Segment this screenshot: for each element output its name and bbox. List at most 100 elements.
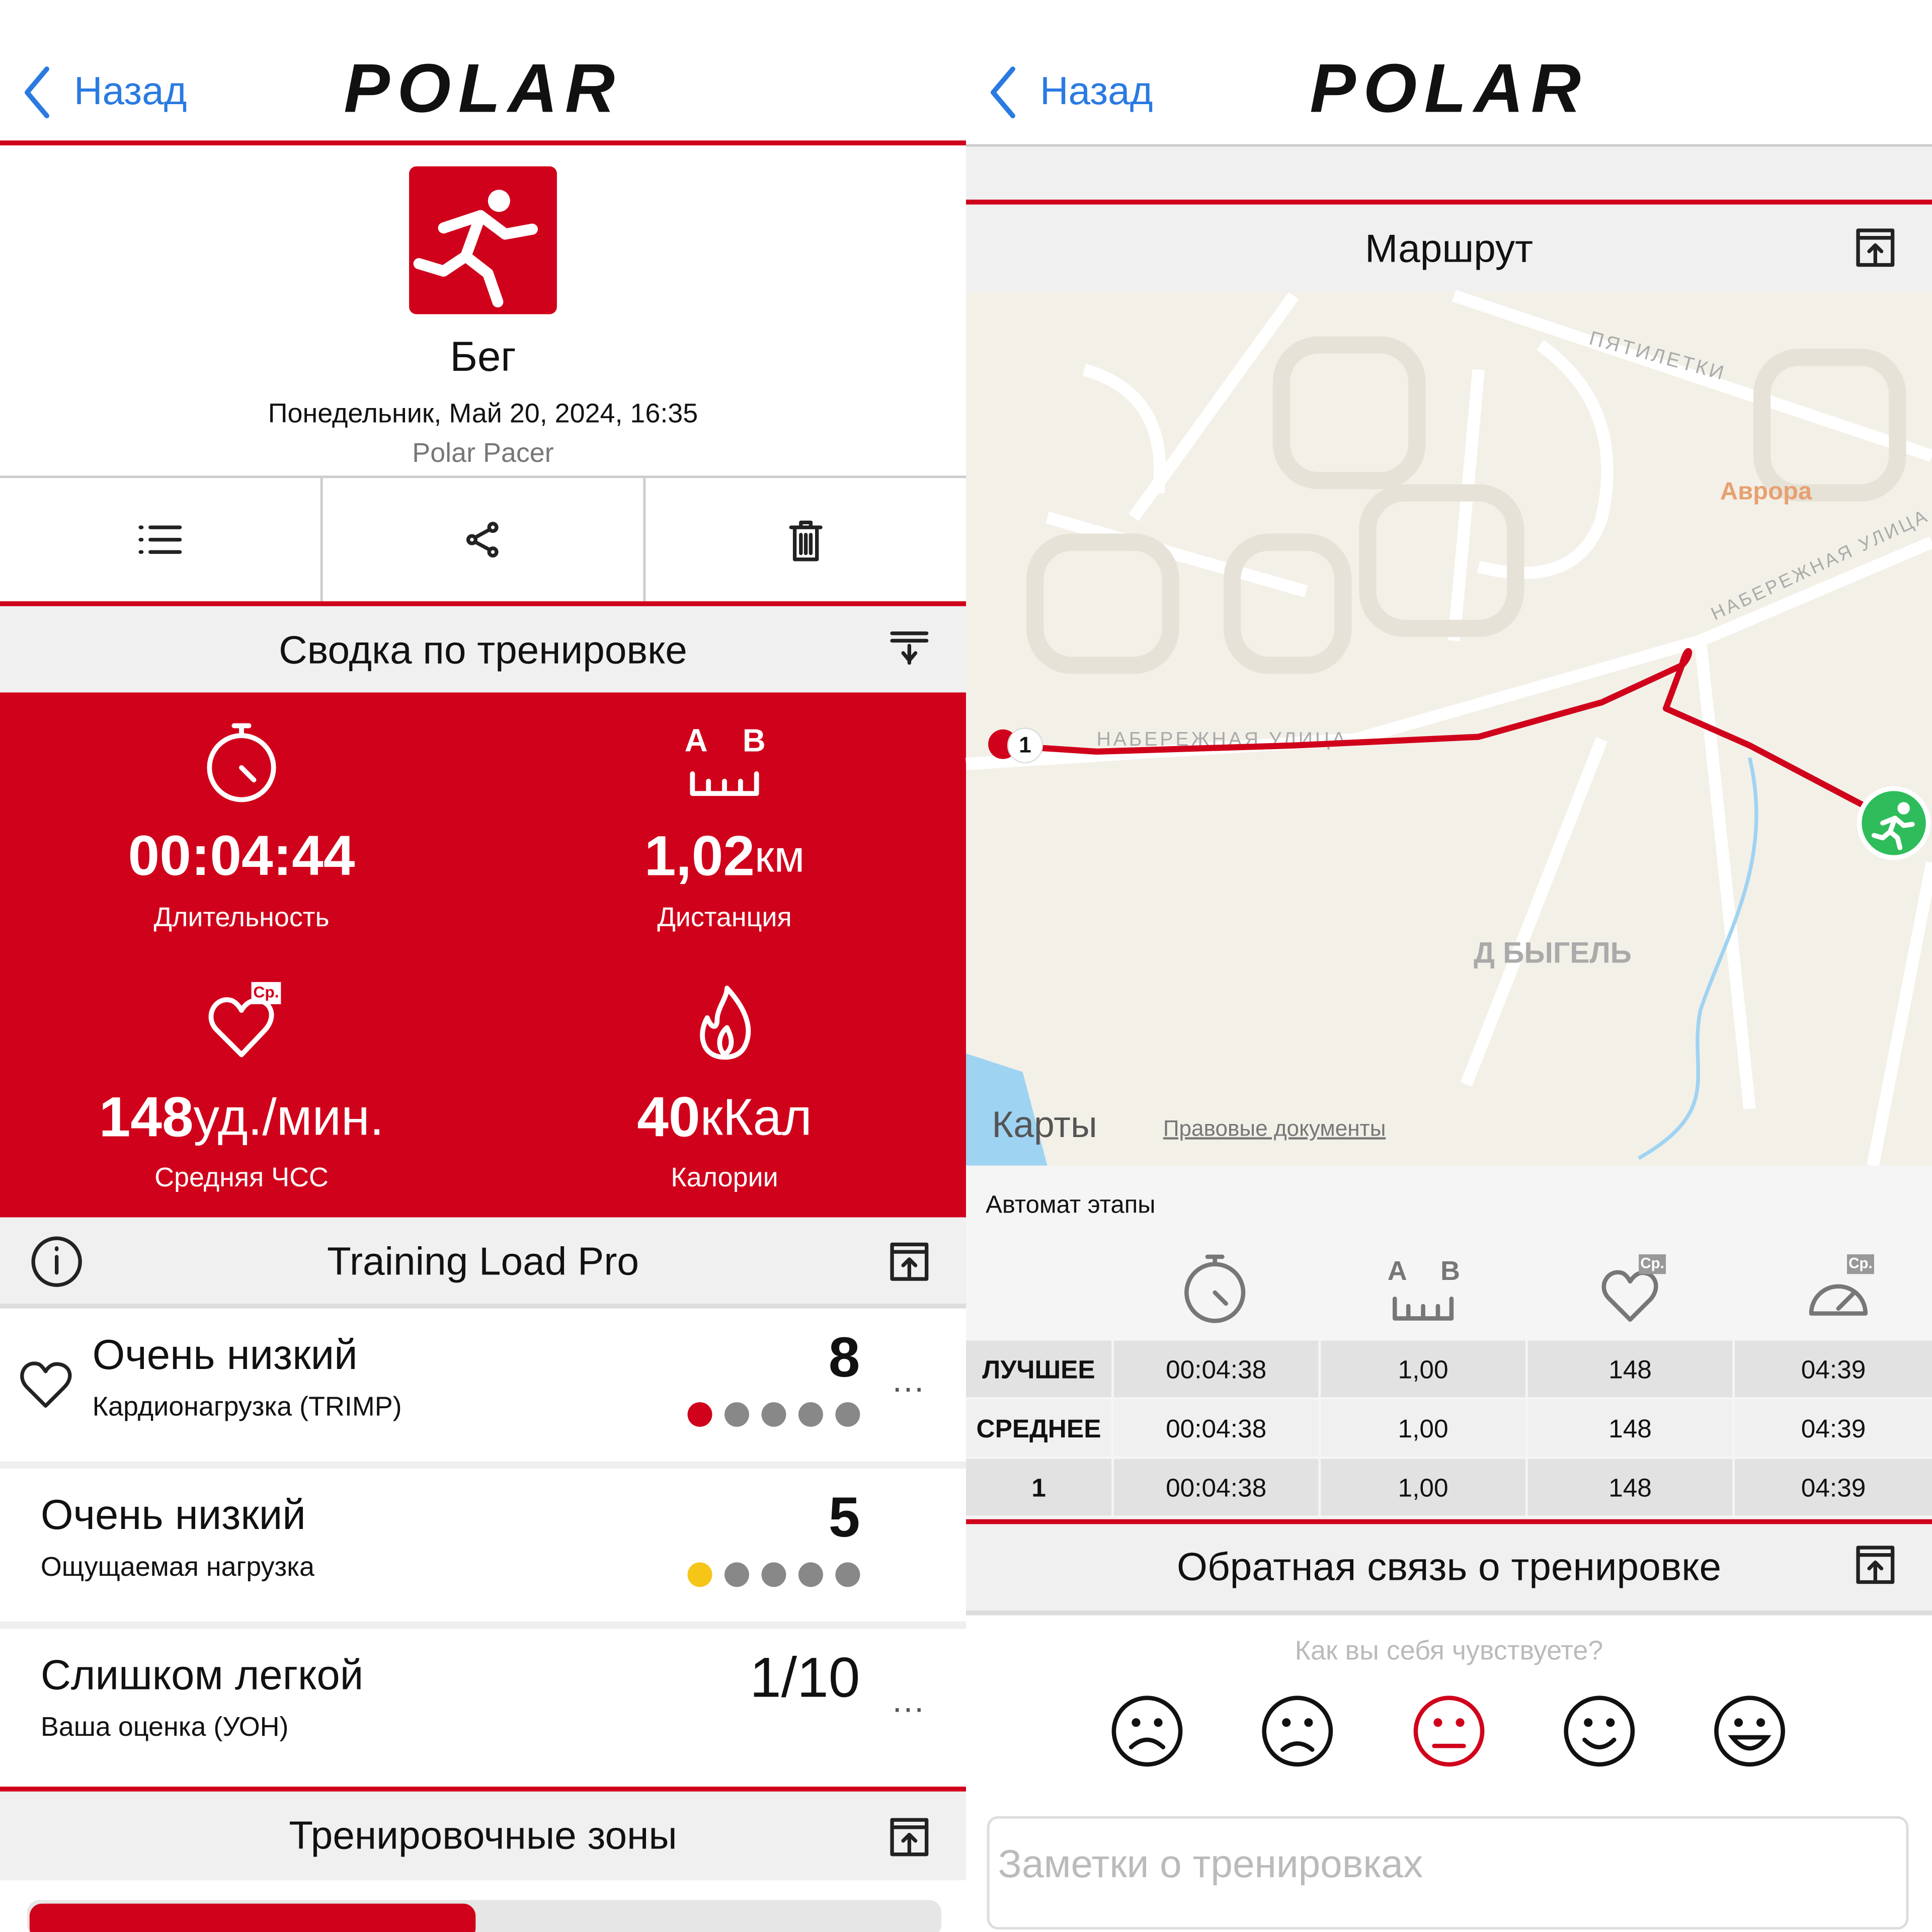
level-dot xyxy=(761,1402,786,1427)
right-panel: Назад POLAR Маршрут ПЯТИЛЕТКИ Аврора НАБ… xyxy=(965,0,1932,1932)
back-button[interactable]: Назад xyxy=(74,68,187,113)
share-button[interactable] xyxy=(466,522,499,558)
level-dot xyxy=(725,1402,749,1427)
back-icon[interactable] xyxy=(990,66,1015,119)
eye xyxy=(1304,1718,1313,1727)
pace-icon xyxy=(1809,1284,1868,1316)
section-title: Маршрут xyxy=(1365,226,1533,270)
delete-button[interactable] xyxy=(789,520,823,561)
eye xyxy=(1756,1718,1765,1727)
collapse-button[interactable] xyxy=(890,1242,929,1281)
table-value: 148 xyxy=(1608,1473,1652,1502)
legal-link[interactable]: Правовые документы xyxy=(1163,1116,1386,1141)
table-cell xyxy=(1527,1459,1733,1516)
mood-option[interactable] xyxy=(1564,1696,1635,1767)
mood-option[interactable] xyxy=(1714,1696,1785,1767)
face xyxy=(1413,1696,1485,1767)
distance-value: 1,02км xyxy=(645,824,804,887)
eye xyxy=(1282,1718,1291,1727)
list-button[interactable] xyxy=(138,525,182,554)
mouth xyxy=(1280,1741,1315,1752)
mood-option[interactable] xyxy=(1262,1696,1333,1767)
row-divider xyxy=(0,1461,966,1469)
load-level: Очень низкий xyxy=(93,1331,358,1378)
section-title: Тренировочные зоны xyxy=(289,1813,677,1858)
map-background xyxy=(966,292,1932,1166)
summary-panel xyxy=(0,692,966,1218)
row-label: 1 xyxy=(1031,1473,1046,1502)
load-score: 5 xyxy=(829,1485,860,1549)
value: 148 xyxy=(99,1085,194,1148)
section-header xyxy=(0,606,966,693)
level-dot xyxy=(835,1402,860,1427)
notes-input[interactable] xyxy=(987,1816,1909,1930)
face xyxy=(1564,1696,1635,1767)
more-button[interactable]: … xyxy=(891,1681,926,1720)
unit: кКал xyxy=(700,1088,812,1146)
duration-label: Длительность xyxy=(153,902,329,932)
section-title: Training Load Pro xyxy=(327,1239,639,1283)
maps-attribution: Карты xyxy=(992,1103,1097,1145)
badge-text: Ср. xyxy=(253,983,279,1001)
table-cell xyxy=(966,1459,1111,1516)
load-score: 8 xyxy=(829,1325,860,1389)
active-tab[interactable] xyxy=(29,1903,476,1932)
eye xyxy=(1584,1718,1593,1727)
value: 40 xyxy=(637,1085,700,1148)
heart-icon xyxy=(1601,1270,1658,1322)
mood-option[interactable] xyxy=(1413,1696,1485,1767)
distance-label: Дистанция xyxy=(657,902,791,932)
list-row xyxy=(0,1469,966,1622)
collapse-button[interactable] xyxy=(890,1818,929,1857)
river xyxy=(1638,757,1758,1160)
training-load-list: Очень низкий Кардионагрузка (TRIMP) 8 … Очен… xyxy=(0,1308,966,1787)
table-value: 1,00 xyxy=(1398,1414,1448,1443)
distance-icon xyxy=(1392,1296,1454,1321)
info-button[interactable] xyxy=(31,1236,82,1287)
map[interactable]: ПЯТИЛЕТКИ Аврора НАБЕРЕЖНАЯ УЛИЦА НАБЕРЕ… xyxy=(965,290,1932,1167)
table-cell xyxy=(1735,1400,1932,1457)
mouth xyxy=(1582,1737,1617,1749)
section-header xyxy=(0,1217,966,1304)
table-value: 00:04:38 xyxy=(1166,1414,1266,1443)
table-cell xyxy=(1321,1400,1525,1457)
face xyxy=(1714,1696,1785,1767)
badge-text: Ср. xyxy=(1640,1255,1664,1271)
unit: км xyxy=(755,832,804,881)
stopwatch-icon xyxy=(207,723,276,802)
collapse-button[interactable] xyxy=(1856,228,1895,267)
device: Polar Pacer xyxy=(412,438,553,468)
table-value: 148 xyxy=(1608,1414,1652,1443)
divider xyxy=(320,478,323,602)
divider xyxy=(0,601,966,606)
route-line xyxy=(1003,648,1869,810)
heart-icon xyxy=(208,997,274,1058)
runner-icon xyxy=(413,190,538,308)
level-dot xyxy=(761,1562,786,1587)
table-cell xyxy=(1321,1340,1525,1398)
mood-selector xyxy=(1111,1696,1785,1767)
mouth xyxy=(1728,1735,1772,1751)
table-cell xyxy=(966,1340,1111,1398)
mood-option[interactable] xyxy=(1111,1696,1183,1767)
distance-icon xyxy=(690,771,759,796)
back-button[interactable]: Назад xyxy=(1040,68,1153,113)
unit: уд./мин. xyxy=(194,1088,384,1146)
map-buildings xyxy=(1026,336,1906,674)
water xyxy=(966,1053,1048,1166)
level-dot xyxy=(798,1402,823,1427)
heart-rate-label: Средняя ЧСС xyxy=(154,1162,329,1192)
collapse-button[interactable] xyxy=(890,631,929,665)
section-title: Сводка по тренировке xyxy=(279,628,687,672)
divider xyxy=(0,140,966,145)
notes-placeholder: Заметки о тренировках xyxy=(998,1841,1423,1886)
back-icon[interactable] xyxy=(24,66,49,119)
list-row xyxy=(0,1629,966,1787)
table-cell xyxy=(1735,1340,1932,1398)
more-button[interactable]: … xyxy=(891,1360,926,1399)
stopwatch-icon xyxy=(1184,1254,1246,1323)
eye xyxy=(1734,1718,1743,1727)
row-divider xyxy=(0,1621,966,1629)
collapse-button[interactable] xyxy=(1856,1546,1895,1584)
